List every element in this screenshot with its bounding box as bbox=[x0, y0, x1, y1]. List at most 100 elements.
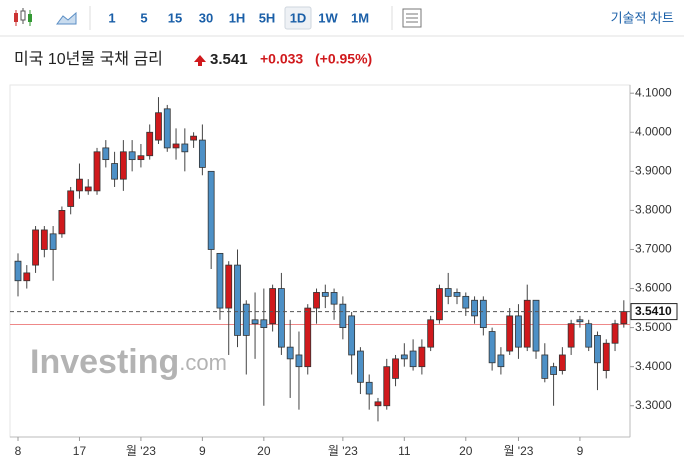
candle-body bbox=[541, 354, 549, 379]
candle-body bbox=[102, 147, 110, 161]
candle-body bbox=[225, 264, 233, 309]
toolbar bbox=[0, 0, 684, 36]
y-tick-label: 4.1000 bbox=[635, 85, 672, 99]
candle-body bbox=[418, 346, 426, 368]
candle-body bbox=[550, 366, 557, 375]
area-icon[interactable] bbox=[56, 11, 77, 25]
candle-body bbox=[198, 139, 206, 168]
candle-body bbox=[111, 163, 118, 180]
candle-body bbox=[576, 319, 584, 323]
candle-body bbox=[163, 108, 171, 149]
plot-frame bbox=[9, 84, 631, 438]
price: 3.541 bbox=[210, 51, 248, 68]
x-tick-label: 9 bbox=[199, 444, 206, 458]
candle-body bbox=[23, 272, 31, 282]
candle-body bbox=[181, 143, 189, 153]
instrument-title: 미국 10년물 국채 금리 bbox=[14, 50, 163, 68]
candle-body bbox=[172, 143, 180, 149]
change: +0.033 bbox=[260, 51, 303, 67]
up-arrow bbox=[194, 55, 206, 66]
candle-body bbox=[49, 233, 57, 250]
candle-body bbox=[339, 303, 347, 329]
candle-body bbox=[207, 170, 215, 250]
candle-body bbox=[506, 315, 514, 352]
candle-body bbox=[137, 155, 145, 161]
interval-button[interactable]: 15 bbox=[168, 10, 182, 25]
interval-button[interactable]: 1 bbox=[108, 10, 115, 25]
y-tick-label: 3.9000 bbox=[635, 164, 672, 178]
candle-body bbox=[58, 210, 66, 235]
candle-body bbox=[295, 354, 303, 368]
y-tick-label: 3.5000 bbox=[635, 320, 672, 334]
table-icon[interactable] bbox=[402, 8, 422, 28]
candle-body bbox=[444, 288, 452, 297]
candle-body bbox=[277, 288, 285, 348]
candle-icon[interactable] bbox=[14, 8, 32, 26]
candle-body bbox=[14, 260, 22, 282]
technical-chart-link[interactable]: 기술적 차트 bbox=[611, 10, 674, 25]
y-tick-label: 3.4000 bbox=[635, 359, 672, 373]
y-tick-label: 3.7000 bbox=[635, 242, 672, 256]
candle-body bbox=[515, 315, 522, 348]
candle-body bbox=[269, 288, 277, 325]
candle-body bbox=[532, 299, 540, 352]
x-tick-label: 20 bbox=[459, 444, 473, 458]
candle-body bbox=[567, 323, 575, 348]
candle-body bbox=[190, 135, 198, 141]
candle-body bbox=[400, 354, 408, 360]
x-tick-label: 월 '23 bbox=[328, 444, 358, 458]
interval-button[interactable]: 5H bbox=[259, 10, 276, 25]
x-tick-label: 8 bbox=[15, 444, 22, 458]
candle-body bbox=[119, 151, 127, 180]
candle-body bbox=[32, 229, 39, 266]
candle-body bbox=[128, 151, 136, 161]
interval-button[interactable]: 1H bbox=[229, 10, 246, 25]
interval-button[interactable]: 5 bbox=[140, 10, 147, 25]
interval-button[interactable]: 1D bbox=[290, 10, 307, 25]
watermark-name: Investing bbox=[30, 343, 179, 381]
candle-body bbox=[497, 354, 505, 368]
x-tick-label: 11 bbox=[398, 444, 411, 458]
candle-body bbox=[76, 178, 83, 192]
candle-body bbox=[594, 335, 601, 364]
candle-body bbox=[462, 295, 470, 309]
interval-button[interactable]: 30 bbox=[199, 10, 213, 25]
interval-button[interactable]: 1W bbox=[318, 10, 338, 25]
candle-body bbox=[409, 350, 417, 368]
candle-body bbox=[260, 319, 268, 329]
candle-body bbox=[523, 299, 531, 348]
change-percent: (+0.95%) bbox=[315, 51, 372, 67]
candle-body bbox=[40, 229, 48, 250]
candle-body bbox=[357, 350, 364, 383]
candle-body bbox=[286, 346, 294, 360]
candle-body bbox=[558, 354, 566, 371]
candle-body bbox=[453, 292, 461, 297]
y-tick-label: 3.6000 bbox=[635, 281, 672, 295]
candle-body bbox=[383, 366, 391, 407]
candle-body bbox=[374, 401, 382, 407]
candle-body bbox=[602, 342, 610, 371]
candle-body bbox=[321, 292, 329, 297]
candle-body bbox=[155, 112, 162, 141]
candle-body bbox=[251, 319, 259, 325]
candle-body bbox=[242, 303, 250, 336]
candle-body bbox=[611, 323, 619, 344]
interval-button[interactable]: 1M bbox=[351, 10, 369, 25]
x-tick-label: 20 bbox=[257, 444, 271, 458]
candle-body bbox=[348, 315, 356, 356]
candle-body bbox=[216, 252, 224, 309]
y-tick-label: 3.8000 bbox=[635, 203, 672, 217]
candle-body bbox=[436, 288, 443, 321]
y-tick-label: 3.3000 bbox=[635, 398, 672, 412]
candle-body bbox=[620, 311, 628, 325]
candle-body bbox=[479, 299, 487, 329]
candle-body bbox=[392, 358, 399, 379]
watermark-suffix: .com bbox=[179, 350, 227, 375]
last-price-box bbox=[630, 303, 678, 321]
candle-body bbox=[585, 323, 593, 348]
last-price-label: 3.5410 bbox=[635, 304, 672, 318]
active-interval-bg bbox=[284, 6, 312, 30]
x-tick-label: 9 bbox=[577, 444, 584, 458]
candle-body bbox=[471, 299, 478, 317]
